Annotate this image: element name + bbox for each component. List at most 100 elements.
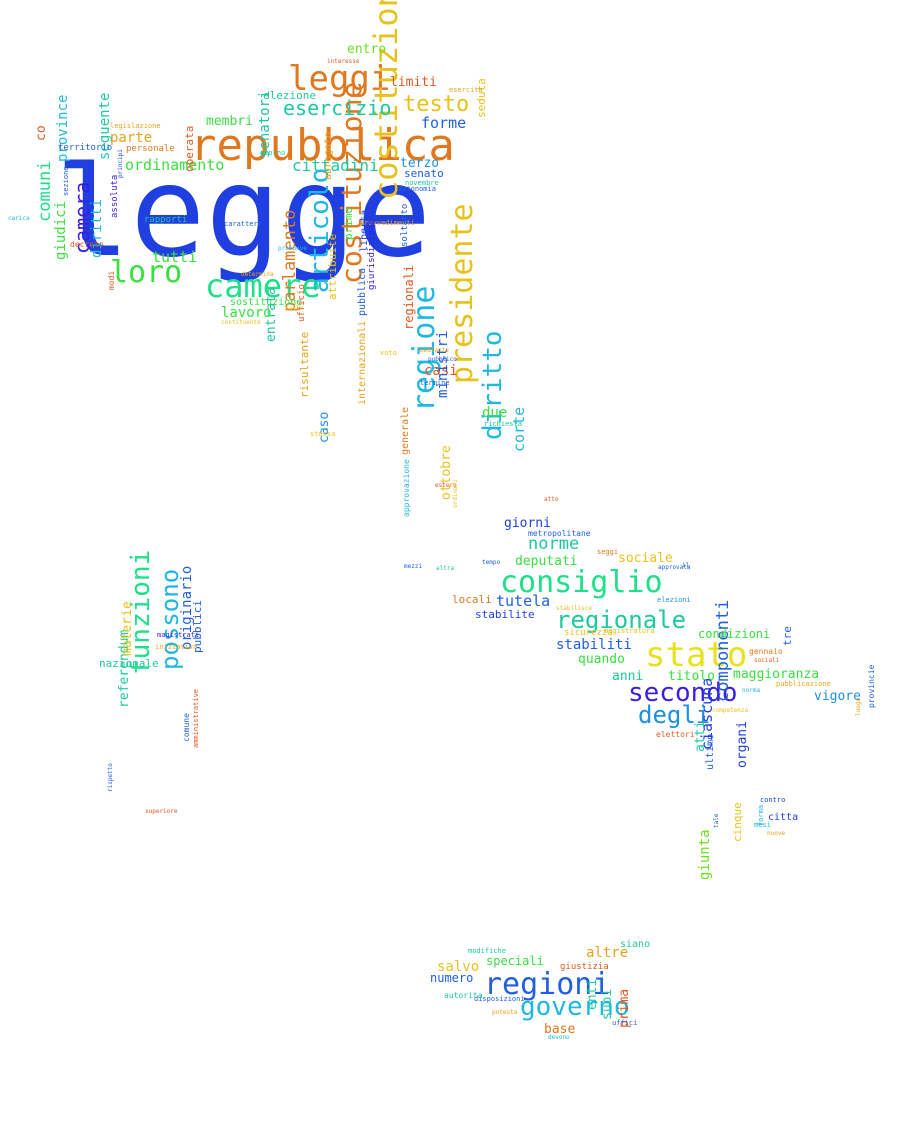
word-12: regionale (556, 606, 687, 634)
word-43: senato (404, 167, 444, 180)
word-3: camere (205, 267, 321, 305)
word-45: co (34, 125, 49, 141)
word-44: elezione (263, 89, 316, 102)
word-106: novembre (405, 179, 439, 187)
word-84: caso (317, 411, 332, 443)
word-143: sezione (62, 166, 70, 196)
word-149: costituente (221, 319, 261, 326)
word-139: atto (544, 496, 559, 503)
word-11: consiglio (500, 565, 663, 600)
word-17: governo (520, 992, 630, 1022)
word-101: rapporti (144, 215, 188, 225)
word-158: tale (713, 813, 720, 828)
word-65: giunta (697, 829, 713, 880)
word-148: valle (285, 305, 304, 312)
word-23: comuni (35, 160, 55, 222)
word-33: limiti (390, 75, 437, 90)
word-16: regioni (484, 967, 611, 1002)
word-32: forme (421, 114, 467, 132)
word-123: uffici (612, 1019, 638, 1027)
word-96: ufficio (297, 284, 307, 322)
word-152: estero (435, 482, 457, 489)
word-34: entro (347, 42, 387, 57)
word-21: testo (403, 92, 470, 117)
word-61: condizioni (698, 627, 771, 641)
word-54: deputati (515, 554, 578, 569)
word-64: organi (735, 721, 750, 768)
word-82: attribuite (326, 233, 339, 300)
word-47: sostituzione (230, 297, 303, 308)
word-53: giorni (504, 516, 551, 531)
word-36: parte (110, 130, 153, 146)
word-150: pubblico (428, 356, 457, 363)
word-80: internazionali (357, 320, 368, 405)
word-135: competenza (712, 707, 749, 714)
word-137: richiesta (484, 420, 522, 428)
word-109: interesse (327, 58, 360, 65)
word-13: stato (645, 635, 748, 675)
word-113: elettori (656, 730, 695, 739)
word-163: altra (436, 565, 455, 572)
word-99: personale (126, 144, 175, 154)
word-159: norma (742, 687, 761, 694)
word-104: carattere (224, 220, 262, 228)
word-66: speciali (486, 954, 544, 968)
word-112: gennaio (749, 647, 783, 656)
word-30: ordinamento (125, 156, 225, 174)
word-1: repubblica (190, 120, 455, 171)
word-124: potesta (492, 1009, 518, 1016)
word-132: provincie (867, 664, 876, 708)
word-131: mesi (754, 821, 771, 829)
word-122: autorita (444, 991, 483, 1000)
word-40: diritti (89, 198, 105, 258)
word-58: anni (612, 669, 644, 684)
word-75: materie (120, 601, 135, 656)
word-60: maggioranza (733, 667, 820, 682)
word-105: provvedimenti (360, 219, 415, 227)
word-88: stabilite (475, 608, 535, 621)
word-153: ordinari (452, 479, 459, 508)
word-144: principi (117, 149, 124, 178)
word-119: modifiche (468, 947, 506, 955)
word-52: corte (510, 406, 528, 452)
word-127: magistratura (604, 627, 655, 635)
word-103: decreto (70, 240, 104, 249)
word-169: promuove (278, 245, 307, 252)
word-29: cittadini (292, 156, 379, 175)
word-126: sicurezza (564, 628, 613, 638)
word-62: vigore (814, 689, 861, 704)
word-167: approvazione (402, 459, 411, 517)
word-26: tutela (496, 592, 551, 610)
word-116: comune (182, 713, 191, 742)
word-56: stabiliti (556, 637, 632, 653)
word-31: tutti (152, 248, 198, 266)
word-70: base (544, 1022, 576, 1037)
word-161: voto (380, 349, 397, 357)
word-168: sociali (754, 657, 780, 664)
word-138: stessa (310, 430, 336, 438)
word-166: giurisdizione (367, 219, 377, 290)
word-140: seggi (597, 548, 619, 556)
word-136: termine (420, 379, 450, 387)
word-46: lavoro (221, 305, 272, 321)
word-0: legge (55, 140, 432, 285)
word-20: esercizio (283, 96, 392, 120)
word-98: territorio (58, 143, 113, 153)
word-14: secondo (628, 678, 738, 708)
word-102: assoluta (110, 174, 120, 218)
word-86: abrogato (323, 131, 334, 180)
word-125: devono (548, 1034, 570, 1041)
word-42: terzo (400, 156, 440, 171)
word-108: esercita (449, 86, 483, 94)
word-111: metropolitane (528, 529, 591, 538)
word-117: amministrative (192, 688, 200, 748)
word-79: regionali (402, 264, 416, 330)
word-55: sociale (618, 551, 673, 566)
word-4: loro (110, 255, 183, 290)
word-87: operata (183, 125, 196, 172)
word-107: autonomia (398, 185, 436, 193)
word-35: membri (206, 114, 253, 129)
word-147: determina (241, 271, 274, 278)
word-92: citta (768, 812, 799, 823)
word-114: magistrati (157, 631, 200, 639)
